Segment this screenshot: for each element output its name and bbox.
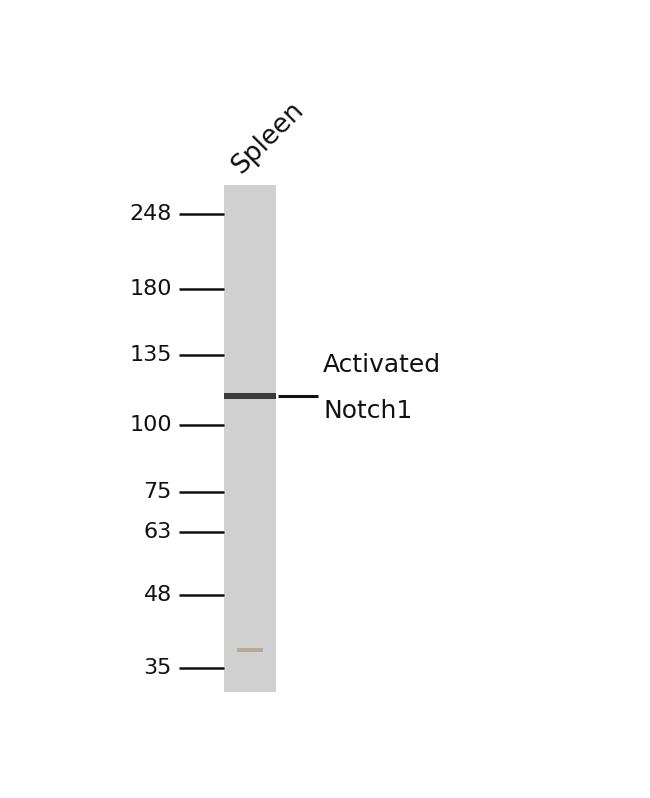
Text: 35: 35 xyxy=(144,658,172,678)
Bar xyxy=(224,393,276,399)
Text: 63: 63 xyxy=(144,522,172,542)
Text: Activated: Activated xyxy=(323,354,441,377)
Text: 248: 248 xyxy=(129,204,172,224)
Bar xyxy=(224,185,276,692)
Text: 100: 100 xyxy=(129,415,172,435)
Text: Spleen: Spleen xyxy=(227,97,309,179)
Text: 180: 180 xyxy=(129,279,172,298)
Text: Notch1: Notch1 xyxy=(323,399,412,423)
Text: 75: 75 xyxy=(144,482,172,502)
Text: 48: 48 xyxy=(144,585,172,605)
Text: 135: 135 xyxy=(129,346,172,365)
Bar xyxy=(237,648,263,652)
